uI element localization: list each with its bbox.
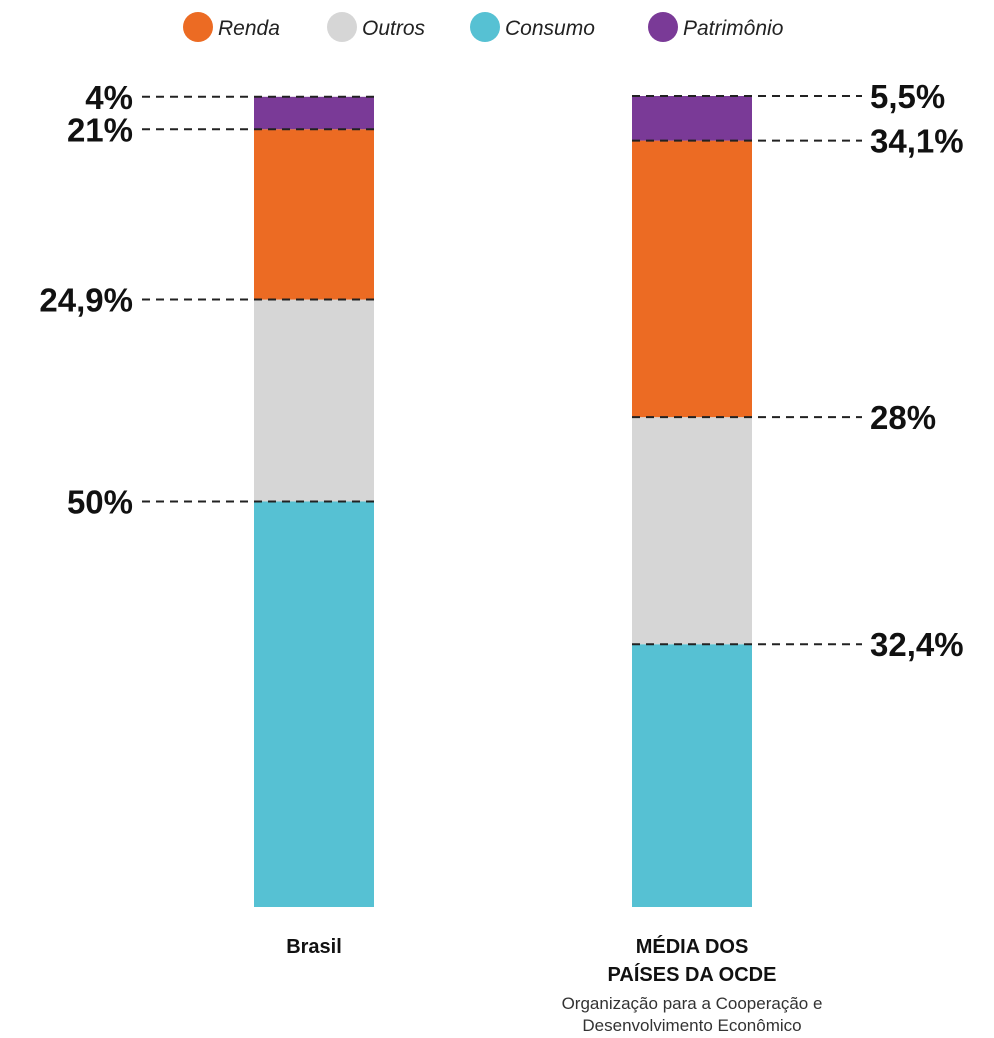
legend-swatch-consumo [470,12,500,42]
data-label-brasil-consumo: 50% [67,484,133,521]
legend-label-patrimonio: Patrimônio [683,17,784,40]
category-subtitle-media-dos-paises-da-ocde-line-2: Desenvolvimento Econômico [582,1016,801,1035]
category-subtitle-media-dos-paises-da-ocde-line-1: Organização para a Cooperação e [562,994,823,1013]
bar-segment-media-dos-paises-da-ocde-outros [632,417,752,645]
legend-swatch-outros [327,12,357,42]
legend-label-outros: Outros [362,17,426,40]
bar-segment-brasil-patrimonio [254,96,374,130]
legend-label-renda: Renda [218,17,280,40]
data-label-media-dos-paises-da-ocde-outros: 28% [870,399,936,436]
bar-segment-brasil-consumo [254,501,374,907]
category-label-brasil: Brasil [286,936,342,958]
bar-segment-media-dos-paises-da-ocde-patrimonio [632,96,752,141]
bar-segment-brasil-renda [254,129,374,300]
category-label-media-dos-paises-da-ocde-line-2: PAÍSES DA OCDE [608,963,777,986]
data-label-brasil-renda: 21% [67,111,133,148]
legend-swatch-renda [183,12,213,42]
data-label-brasil-patrimonio: 4% [85,79,133,116]
bar-segment-brasil-outros [254,299,374,502]
legend-label-consumo: Consumo [505,17,595,40]
data-label-media-dos-paises-da-ocde-renda: 34,1% [870,123,964,160]
data-label-media-dos-paises-da-ocde-patrimonio: 5,5% [870,78,945,115]
legend-swatch-patrimonio [648,12,678,42]
bar-segment-media-dos-paises-da-ocde-consumo [632,644,752,907]
category-label-media-dos-paises-da-ocde-line-1: MÉDIA DOS [636,935,749,958]
data-label-media-dos-paises-da-ocde-consumo: 32,4% [870,626,964,663]
bar-segment-media-dos-paises-da-ocde-renda [632,140,752,418]
data-label-brasil-outros: 24,9% [39,282,133,319]
